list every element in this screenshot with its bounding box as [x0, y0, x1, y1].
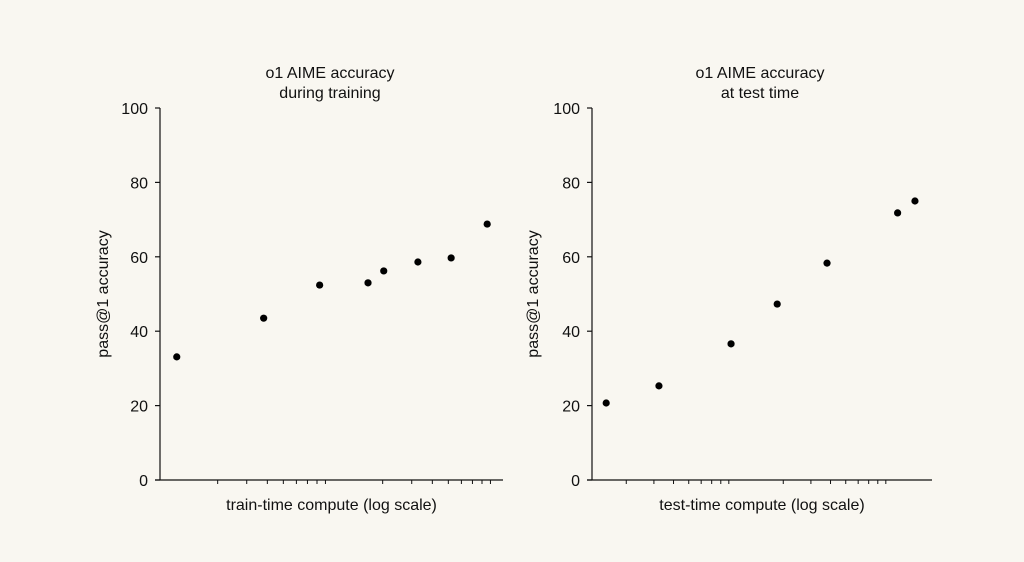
data-point — [823, 259, 831, 267]
y-tick-label: 60 — [130, 250, 148, 267]
data-point — [316, 281, 324, 289]
chart-title: o1 AIME accuracy — [266, 65, 395, 82]
y-tick-label: 0 — [571, 473, 580, 490]
panel-1: o1 AIME accuracy during training 0 20 40 60 80… — [95, 65, 503, 514]
y-tick-label: 0 — [139, 473, 148, 490]
data-point — [414, 258, 422, 266]
data-point — [483, 220, 491, 228]
chart-title: o1 AIME accuracy — [696, 65, 825, 82]
chart-title: at test time — [721, 85, 799, 102]
y-tick-label: 80 — [562, 175, 580, 192]
chart-title: during training — [279, 85, 380, 102]
y-tick-label: 40 — [130, 324, 148, 341]
data-point — [173, 353, 181, 361]
data-point — [655, 382, 663, 390]
y-tick-label: 60 — [562, 250, 580, 267]
data-point — [364, 279, 372, 287]
y-axis-label: pass@1 accuracy — [525, 230, 542, 357]
data-point — [773, 300, 781, 308]
x-axis-label: train-time compute (log scale) — [226, 497, 437, 514]
y-tick-label: 100 — [121, 101, 148, 118]
y-tick-label: 20 — [130, 399, 148, 416]
x-axis-label: test-time compute (log scale) — [659, 497, 864, 514]
y-tick-label: 40 — [562, 324, 580, 341]
data-point — [260, 314, 268, 322]
data-point — [602, 399, 610, 407]
y-tick-label: 80 — [130, 175, 148, 192]
y-axis-label: pass@1 accuracy — [95, 230, 112, 357]
data-point — [380, 267, 388, 275]
data-point — [447, 254, 455, 262]
y-tick-label: 20 — [562, 399, 580, 416]
data-point — [894, 209, 902, 217]
y-tick-label: 100 — [553, 101, 580, 118]
panel-2: o1 AIME accuracy at test time 0 20 40 60 80 100… — [525, 65, 932, 514]
data-point — [727, 340, 735, 348]
data-point — [911, 197, 919, 205]
